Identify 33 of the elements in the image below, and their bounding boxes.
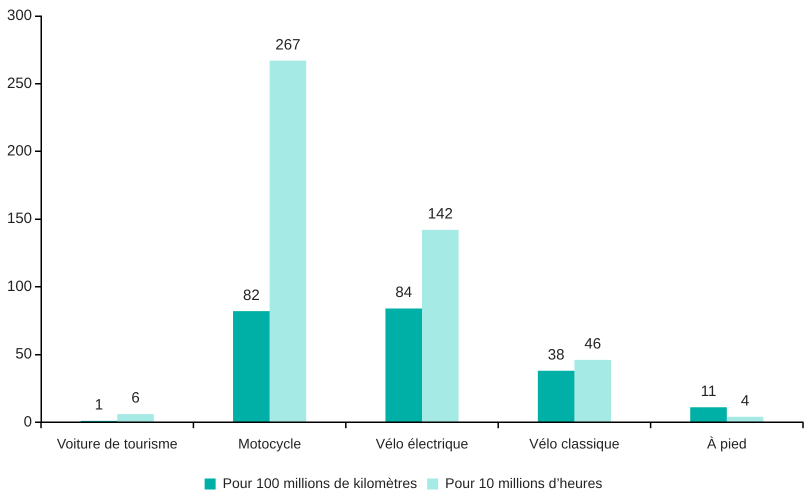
data-label: 1: [94, 396, 104, 414]
y-tick-label: 100: [6, 278, 32, 295]
x-tick-label: Voiture de tourisme: [56, 435, 178, 452]
data-label: 142: [428, 206, 453, 223]
bar: [422, 230, 459, 422]
data-label: 46: [584, 336, 602, 353]
y-tick-label: 50: [15, 346, 32, 363]
data-label: 38: [548, 346, 564, 364]
data-label: 11: [700, 382, 716, 400]
data-label: 4: [740, 392, 750, 410]
y-tick-label: 150: [6, 210, 32, 228]
y-tick-label: 0: [24, 413, 32, 430]
x-tick-label: Motocycle: [238, 435, 302, 452]
data-label: 82: [242, 286, 260, 304]
y-tick-label: 300: [6, 7, 32, 24]
bar: [726, 416, 764, 422]
bar: [574, 360, 611, 422]
data-label: 84: [395, 284, 412, 302]
bar: [270, 60, 306, 422]
data-label: 6: [131, 390, 140, 407]
bar: [117, 414, 154, 422]
bar: [538, 370, 574, 422]
y-tick-label: 250: [6, 74, 32, 92]
legend-label: Pour 100 millions de kilomètres: [222, 474, 418, 491]
legend-label: Pour 10 millions d’heures: [445, 474, 602, 491]
y-tick-label: 200: [6, 142, 32, 160]
data-label: 267: [275, 36, 300, 54]
x-tick-label: Vélo électrique: [376, 435, 469, 452]
x-tick-label: À pied: [706, 435, 747, 452]
bar: [385, 308, 422, 422]
bar: [690, 407, 727, 422]
bar: [233, 311, 270, 422]
x-tick-label: Vélo classique: [529, 435, 620, 452]
